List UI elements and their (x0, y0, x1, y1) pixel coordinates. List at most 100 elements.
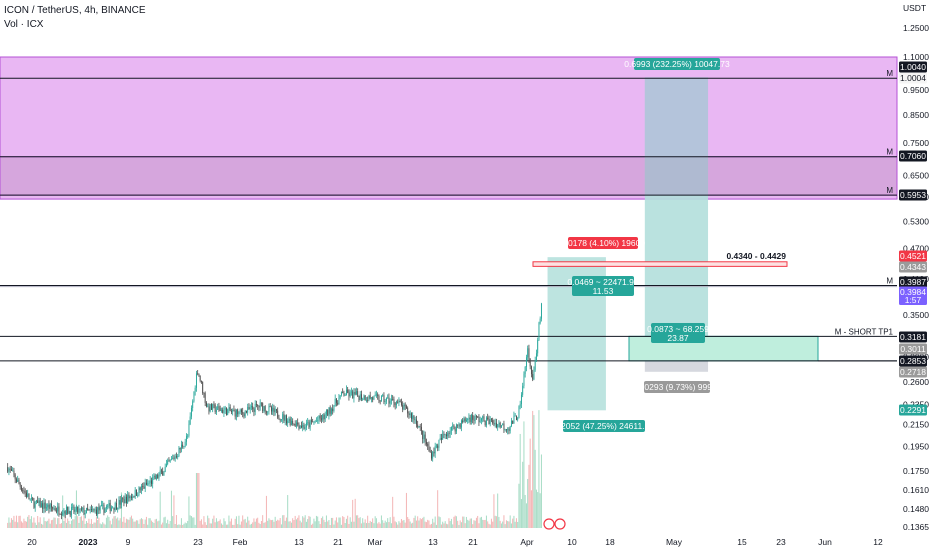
volume-bar (113, 516, 115, 528)
price-tag-6[interactable] (899, 276, 927, 288)
position-2-entry-label-bg[interactable] (651, 323, 705, 343)
price-tag-7[interactable] (899, 286, 927, 298)
price-tag-text-7: 0.3984 (900, 287, 926, 297)
volume-bar (473, 520, 475, 528)
volume-bar (448, 518, 450, 528)
candle-body (380, 396, 382, 402)
position-1-reward-label-bg[interactable] (563, 420, 645, 432)
volume-bar (440, 524, 442, 528)
candle-body (283, 414, 285, 421)
volume-bar (14, 521, 16, 528)
volume-bar (539, 493, 541, 528)
candle-body (415, 419, 417, 425)
candle-body (448, 433, 450, 435)
candle-body (449, 430, 451, 434)
candle-body (139, 487, 141, 491)
resistance-box[interactable] (532, 261, 788, 267)
volume-bar (305, 521, 307, 528)
event-marker-2[interactable] (554, 518, 566, 530)
volume-bar (49, 523, 51, 528)
price-tag-12[interactable] (899, 404, 927, 416)
volume-bar (55, 524, 57, 528)
candle-body (519, 404, 521, 407)
volume-indicator-label[interactable]: Vol · ICX (4, 19, 44, 30)
y-tick-13: 0.2600 (903, 377, 929, 387)
candle-body (238, 411, 240, 415)
price-tag-11[interactable] (899, 366, 927, 378)
volume-bar (467, 519, 469, 528)
supply-zone-2[interactable] (0, 156, 898, 196)
volume-bar (525, 503, 527, 528)
volume-bar (187, 520, 189, 528)
x-tick-6: 21 (333, 537, 343, 547)
candle-body (168, 460, 170, 462)
price-tag-8[interactable] (899, 331, 927, 343)
candle-body (293, 423, 295, 425)
price-tag-4[interactable] (899, 250, 927, 262)
price-tag-9[interactable] (899, 343, 927, 355)
price-tag-2[interactable] (899, 150, 927, 162)
candle-body (187, 435, 189, 437)
price-tag-3[interactable] (899, 189, 927, 201)
position-2-risk-label-bg[interactable] (644, 381, 710, 393)
candle-body (242, 412, 244, 414)
volume-bar (502, 521, 504, 528)
volume-bar (17, 522, 19, 528)
symbol-title[interactable]: ICON / TetherUS, 4h, BINANCE (4, 5, 146, 16)
position-2-reward-label-bg[interactable] (634, 58, 720, 70)
volume-bar (325, 515, 327, 528)
candle-body (344, 395, 346, 396)
candle-body (44, 502, 46, 509)
candle-body (418, 426, 420, 428)
volume-bar (114, 515, 116, 528)
candle-body (278, 417, 280, 420)
candle-body (489, 419, 491, 425)
volume-bar (210, 523, 212, 528)
volume-bar (164, 516, 166, 528)
candle-body (50, 503, 52, 508)
volume-bar (218, 520, 220, 528)
candle-body (154, 475, 156, 480)
candle-body (333, 405, 335, 411)
candle-body (318, 415, 320, 421)
candle-body (70, 507, 72, 516)
position-1-body[interactable] (547, 285, 606, 411)
candle-body (264, 406, 266, 412)
candle-body (58, 506, 60, 515)
volume-bar (470, 518, 472, 528)
candle-body (302, 424, 304, 428)
candle-body (289, 418, 291, 425)
candle-body (450, 426, 452, 431)
volume-bar (340, 524, 342, 528)
volume-bar (243, 519, 245, 528)
candle-body (382, 395, 384, 397)
volume-bar (487, 521, 489, 528)
candle-body (223, 409, 225, 414)
volume-bar (83, 516, 85, 528)
price-tag-5[interactable] (899, 261, 927, 273)
candle-body (324, 414, 326, 420)
candle-body (165, 464, 167, 467)
volume-bar (274, 516, 276, 528)
event-marker-1[interactable] (543, 518, 555, 530)
volume-bar (179, 524, 181, 528)
volume-bar (244, 518, 246, 528)
volume-bar (43, 517, 45, 528)
candle-body (518, 406, 520, 418)
price-tag-10[interactable] (899, 355, 927, 367)
volume-bar (469, 518, 471, 528)
volume-bar (373, 523, 375, 528)
volume-bar (263, 522, 265, 528)
x-tick-9: 21 (468, 537, 478, 547)
price-tag-0[interactable] (899, 61, 927, 73)
volume-bar (147, 524, 149, 528)
volume-bar (303, 517, 305, 528)
x-tick-16: Jun (818, 537, 832, 547)
candle-body (505, 429, 507, 431)
price-tag-1[interactable] (899, 72, 927, 84)
volume-bar (360, 523, 362, 528)
position-1-risk-label-bg[interactable] (568, 237, 638, 249)
candle-body (500, 425, 502, 428)
position-1-entry-label-bg[interactable] (572, 276, 634, 296)
